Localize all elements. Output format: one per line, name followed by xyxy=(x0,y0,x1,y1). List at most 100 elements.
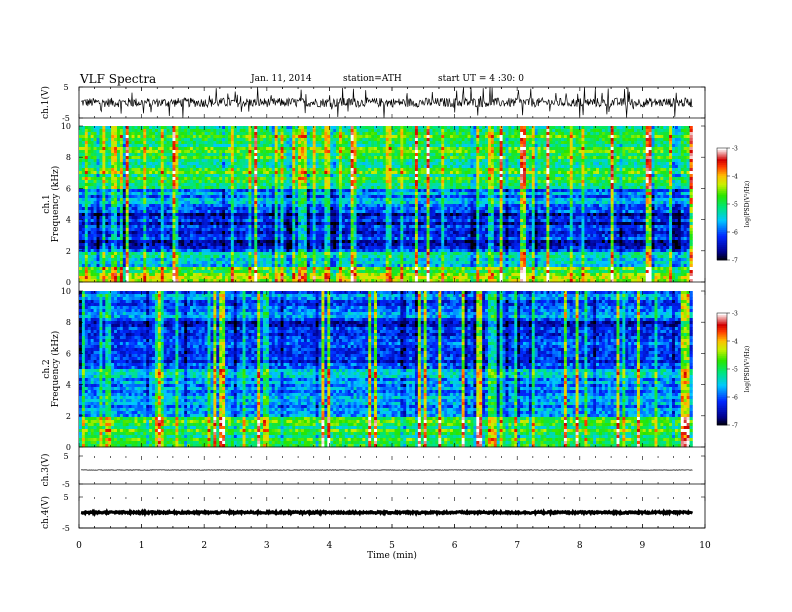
spectrogram-cell xyxy=(391,189,395,193)
spectrogram-cell xyxy=(344,141,349,145)
spectrogram-cell xyxy=(227,126,232,130)
spectrogram-cell xyxy=(540,162,544,166)
spectrogram-cell xyxy=(417,177,422,181)
spectrogram-cell xyxy=(204,126,208,130)
spectrogram-cell xyxy=(289,135,293,139)
spectrogram-cell xyxy=(514,168,518,172)
spectrogram-cell xyxy=(111,156,115,160)
spectrogram-cell xyxy=(444,144,448,148)
spectrogram-cell xyxy=(87,153,91,157)
spectrogram-cell xyxy=(628,153,632,157)
spectrogram-cell xyxy=(251,168,255,172)
spectrogram-cell xyxy=(368,183,372,187)
spectrogram-cell xyxy=(622,180,626,184)
spectrogram-cell xyxy=(663,174,667,178)
spectrogram-cell xyxy=(636,156,641,160)
spectrogram-cell xyxy=(686,177,690,181)
spectrogram-cell xyxy=(376,156,381,160)
spectrogram-cell xyxy=(157,180,162,184)
spectrogram-cell xyxy=(622,135,626,139)
spectrogram-cell xyxy=(417,135,422,139)
spectrogram-cell xyxy=(417,174,422,178)
spectrogram-cell xyxy=(242,144,246,148)
spectrogram-cell xyxy=(625,156,629,160)
spectrogram-cell xyxy=(642,189,647,193)
spectrogram-cell xyxy=(195,132,200,136)
spectrogram-cell xyxy=(432,150,436,154)
spectrogram-cell xyxy=(242,192,246,196)
spectrogram-cell xyxy=(93,177,97,181)
spectrogram-cell xyxy=(277,135,281,139)
spectrogram-cell xyxy=(511,138,515,142)
spectrogram-cell xyxy=(362,150,366,154)
spectrogram-cell xyxy=(192,153,197,157)
spectrogram-cell xyxy=(476,162,480,166)
spectrogram-cell xyxy=(137,138,141,142)
spectrogram-cell xyxy=(242,177,246,181)
spectrogram-cell xyxy=(265,183,270,187)
spectrogram-cell xyxy=(216,189,220,193)
spectrogram-cell xyxy=(274,147,278,151)
spectrogram-cell xyxy=(613,150,617,154)
spectrogram-cell xyxy=(689,159,693,163)
spectrogram-cell xyxy=(134,165,138,169)
spectrogram-cell xyxy=(400,180,404,184)
spectrogram-cell xyxy=(435,180,439,184)
spectrogram-cell xyxy=(485,141,489,145)
spectrogram-cell xyxy=(520,177,524,181)
spectrogram-cell xyxy=(438,144,442,148)
spectrogram-cell xyxy=(213,192,217,196)
spectrogram-cell xyxy=(487,135,492,139)
spectrogram-cell xyxy=(251,132,255,136)
spectrogram-cell xyxy=(628,126,632,130)
spectrogram-cell xyxy=(654,156,658,160)
spectrogram-cell xyxy=(648,183,652,187)
spectrogram-cell xyxy=(531,168,536,172)
spectrogram-cell xyxy=(81,147,86,151)
spectrogram-cell xyxy=(260,153,264,157)
spectrogram-cell xyxy=(628,135,632,139)
spectrogram-cell xyxy=(292,129,296,133)
spectrogram-cell xyxy=(558,126,562,130)
spectrogram-cell xyxy=(303,174,308,178)
spectrogram-cell xyxy=(108,141,112,145)
spectrogram-cell xyxy=(520,180,524,184)
spectrogram-cell xyxy=(341,162,346,166)
spectrogram-cell xyxy=(403,174,407,178)
spectrogram-cell xyxy=(263,159,267,163)
spectrogram-cell xyxy=(207,144,211,148)
spectrogram-cell xyxy=(99,159,103,163)
spectrogram-cell xyxy=(485,147,489,151)
spectrogram-cell xyxy=(467,168,471,172)
spectrogram-cell xyxy=(619,171,623,175)
spectrogram-cell xyxy=(105,150,109,154)
spectrogram-cell xyxy=(336,141,340,145)
spectrogram-cell xyxy=(566,162,571,166)
spectrogram-cell xyxy=(149,189,153,193)
spectrogram-cell xyxy=(566,153,571,157)
spectrogram-cell xyxy=(412,144,416,148)
spectrogram-cell xyxy=(227,165,232,169)
spectrogram-cell xyxy=(102,168,106,172)
spectrogram-cell xyxy=(198,195,202,199)
spectrogram-cell xyxy=(122,138,127,142)
spectrogram-cell xyxy=(660,177,664,181)
spectrogram-cell xyxy=(143,192,147,196)
spectrogram-cell xyxy=(476,126,480,130)
spectrogram-cell xyxy=(616,147,620,151)
spectrogram-cell xyxy=(444,186,448,190)
spectrogram-cell xyxy=(292,132,296,136)
spectrogram-cell xyxy=(587,177,591,181)
spectrogram-cell xyxy=(634,126,638,130)
spectrogram-cell xyxy=(578,162,582,166)
spectrogram-cell xyxy=(125,171,129,175)
spectrogram-cell xyxy=(263,147,267,151)
spectrogram-cell xyxy=(368,153,372,157)
spectrogram-cell xyxy=(414,159,419,163)
spectrogram-cell xyxy=(414,192,419,196)
spectrogram-cell xyxy=(260,189,264,193)
spectrogram-cell xyxy=(79,171,83,175)
spectrogram-cell xyxy=(660,129,664,133)
spectrogram-cell xyxy=(388,129,392,133)
spectrogram-cell xyxy=(382,144,387,148)
